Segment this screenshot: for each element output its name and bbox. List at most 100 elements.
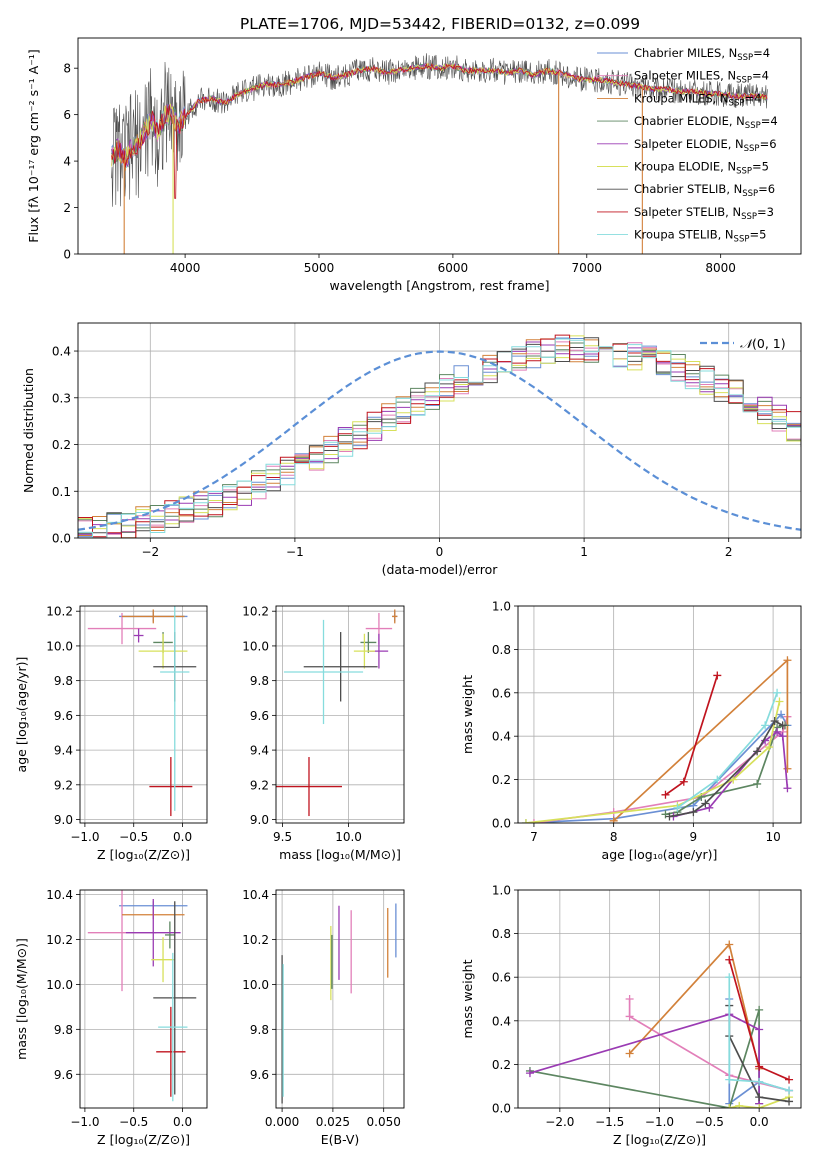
histogram-step [78,341,801,535]
mass-weight-marker [529,819,538,823]
mass-weight-marker [625,995,634,1003]
error-bar [125,898,181,967]
error-bar [160,606,190,811]
x-tick-label: 9 [690,830,698,844]
y-axis-label: mass [log₁₀(M/M⊙)] [14,938,29,1060]
x-axis-label: age [log₁₀(age/yr)] [602,847,718,862]
y-tick-label: 9.8 [54,1023,73,1037]
mass-weight-marker [770,717,779,726]
error-bar [87,612,157,645]
y-tick-label: 0.8 [492,643,511,657]
histogram-step [78,338,801,538]
x-tick-label: −1.0 [70,830,99,844]
mass-weight-line [728,977,790,1092]
y-tick-label: 8 [63,62,71,76]
histogram-step [78,334,801,538]
y-tick-label: 9.6 [54,709,73,723]
legend-label: Chabrier STELIB, NSSP=6 [634,182,775,199]
mass-weight-marker [729,775,738,784]
y-tick-label: 10.4 [242,888,269,902]
mass-weight-marker [778,721,787,730]
mass-weight-marker [761,721,770,730]
age_vs_Z-axes: −1.0 −0.5 0.0 9.0 9.2 9.4 9.6 9.8 10.0 10.2 Z [log… [14,605,208,862]
legend-label: Kroupa ELODIE, NSSP=5 [634,160,769,177]
y-tick-label: 0.0 [492,817,511,831]
mass-weight-marker [735,1101,744,1108]
x-tick-label: 10.0 [335,830,362,844]
error-bar [158,952,188,1102]
mass-weight-marker [725,1075,734,1084]
y-tick-label: 9.4 [250,744,269,758]
mass-weight-marker [755,1005,764,1014]
mass-weight-marker [755,1104,764,1108]
axes-frame [79,605,208,824]
legend-label: Salpeter ELODIE, NSSP=6 [634,137,777,154]
histogram-step [78,342,801,529]
mass-weight-line [729,1096,790,1108]
error-bar [153,901,197,1095]
y-tick-label: 0.2 [52,438,71,452]
x-tick-label: 0 [436,545,444,559]
mass-weight-marker [705,803,714,812]
mass-weight-marker [713,671,722,680]
mass-weight-line [676,692,778,809]
legend-label: 𝒩(0, 1) [740,336,786,351]
x-tick-label: 5000 [304,261,335,275]
axes-frame [77,322,802,539]
error-bar [133,628,144,643]
y-tick-label: 10.0 [46,978,73,992]
error-bar [276,757,342,817]
x-tick-label: −2 [141,545,159,559]
legend-label: Salpeter STELIB, NSSP=3 [634,205,774,222]
y-tick-label: 10.2 [46,933,73,947]
x-tick-label: 6000 [438,261,469,275]
mass-weight-marker [625,1049,634,1058]
mass-weight-marker [679,777,688,786]
y-tick-label: 9.0 [54,813,73,827]
error-bar [164,921,175,949]
error-bar [360,632,377,653]
mass-weight-marker [701,799,710,808]
mass-weight-marker [785,1086,794,1095]
x-tick-label: 7 [530,830,538,844]
mass-weight-marker [755,1062,764,1071]
x-tick-label: 1 [580,545,588,559]
error-bar [138,633,188,669]
y-tick-label: 2 [63,201,71,215]
x-tick-label: 10 [765,830,780,844]
y-tick-label: 9.8 [54,674,73,688]
x-tick-label: 0.050 [367,1115,401,1129]
x-tick-label: 2 [725,545,733,559]
mass-weight-marker [783,656,792,665]
x-tick-label: −1.5 [595,1115,624,1129]
x-tick-label: 0.025 [316,1115,350,1129]
mass-weight-marker [755,1077,764,1086]
x-axis-label: wavelength [Angstrom, rest frame] [329,278,549,293]
mass-weight-marker [713,775,722,784]
x-tick-label: −0.5 [119,830,148,844]
error-bar [122,609,185,624]
y-tick-label: 9.8 [250,1023,269,1037]
y-tick-label: 0.4 [492,1014,511,1028]
y-tick-label: 9.6 [250,1068,269,1082]
legend: Chabrier MILES, NSSP=4 Salpeter MILES, NS… [597,46,778,245]
x-tick-label: 7000 [572,261,603,275]
mass-weight-marker [725,1104,734,1108]
mass-weight-marker [773,727,782,736]
x-axis-label: Z [log₁₀(Z/Z⊙)] [613,1132,706,1147]
legend-label: Chabrier MILES, NSSP=4 [634,46,770,63]
error-bar [353,633,375,669]
figure-title: PLATE=1706, MJD=53442, FIBERID=0132, z=0… [240,15,640,33]
y-tick-label: 10.0 [46,639,73,653]
y-tick-label: 0.1 [52,485,71,499]
mass-weight-marker [525,1069,534,1078]
error-bar [156,1006,186,1097]
mass-weight-line [669,719,784,818]
error-bar [392,609,398,624]
y-axis-label: mass weight [460,959,475,1038]
mass_vs_Z-axes: −1.0 −0.5 0.0 9.6 9.8 10.0 10.2 10.4 Z [log₁₀(Z/… [14,888,208,1147]
spectrum-line [111,62,768,199]
axes-frame [79,889,208,1109]
histogram-step [78,337,801,538]
